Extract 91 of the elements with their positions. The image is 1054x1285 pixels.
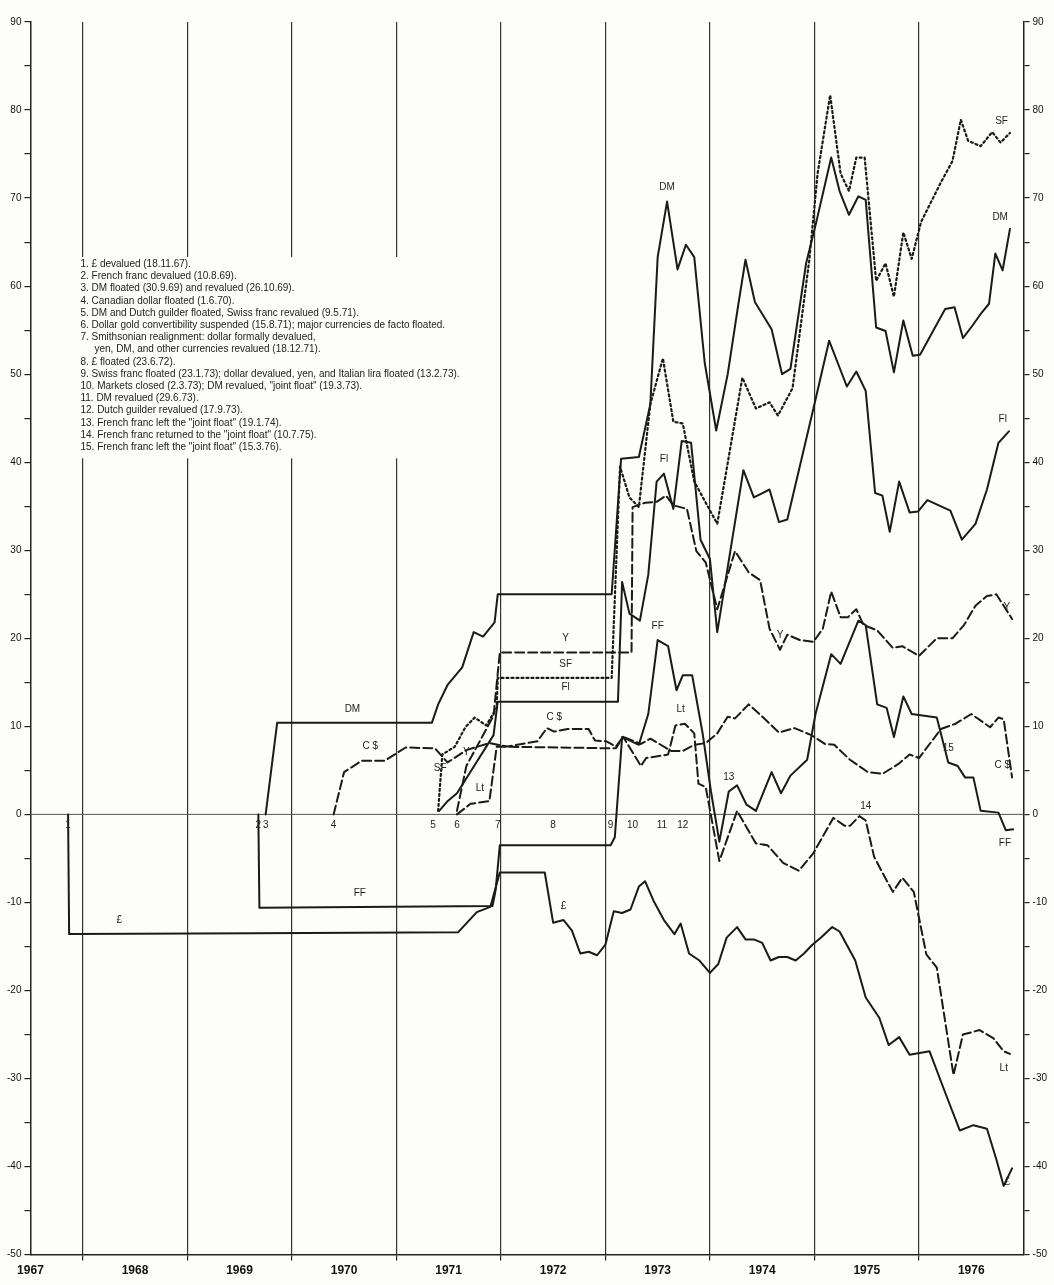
annotation: 2. French franc devalued (10.8.69). [80,270,237,282]
y2-tick-label: 60 [1032,279,1045,291]
x-tick-label: 1967 [17,1263,45,1278]
series-label: Lt [999,1061,1009,1073]
y-tick-label: 70 [10,191,22,203]
annotation: 5. DM and Dutch guilder floated, Swiss franc revalued (9.5.71). [80,306,359,318]
y2-tick-label: -50 [1032,1248,1048,1260]
x-tick-label: 1975 [853,1263,881,1278]
annotation: SF [559,657,573,669]
annotation: 12. Dutch guilder revalued (17.9.73). [80,404,243,416]
y-tick-label: 30 [10,544,22,556]
annotation: 7 [494,819,501,831]
y-tick-label: 50 [10,367,22,379]
annotation: £ [560,899,567,911]
x-tick-label: 1976 [957,1263,985,1278]
annotation: 12 [677,819,689,831]
annotation: 14 [860,800,872,812]
annotation: DM [344,702,361,714]
y-tick-label: 40 [10,455,22,467]
y-tick-label: -50 [7,1248,22,1260]
annotation: 11. DM revalued (29.6.73). [80,392,199,404]
annotation: Lt [676,703,686,715]
annotation: Lt [475,782,485,794]
annotation: 5 [430,819,437,831]
annotation: 4. Canadian dollar floated (1.6.70). [80,294,235,306]
series-label: SF [995,114,1008,126]
y-tick-label: -30 [7,1072,22,1084]
annotation: C $ [546,711,563,723]
x-tick-label: 1973 [644,1263,672,1278]
series-label: Fl [998,413,1007,425]
y2-tick-label: 70 [1032,191,1045,203]
annotation: 1. £ devalued (18.11.67). [80,258,191,269]
annotation: 8 [550,819,557,831]
annotation: 13 [723,771,735,783]
annotation: FF [651,619,664,631]
annotation: Y [562,632,570,644]
x-tick-label: 1974 [748,1263,776,1278]
x-tick-label: 1972 [539,1263,567,1278]
y2-tick-label: 40 [1032,455,1045,467]
y-tick-label: -40 [7,1160,22,1172]
annotation: 3. DM floated (30.9.69) and revalued (26.10.69). [80,282,295,294]
annotation: £ [116,913,123,925]
annotation: 4 [330,819,337,831]
series-label: Y [1003,600,1011,612]
annotation: 13. French franc left the "joint float" (19.1.74). [80,416,282,428]
annotation: 15. French franc left the "joint float" (15.3.76). [80,441,282,452]
y-tick-label: -20 [7,984,22,996]
y-tick-label: -10 [7,896,22,908]
annotation: 7. Smithsonian realignment: dollar formally devalued, yen, DM, and other currencies revalued (18.12.71). [80,331,321,355]
series-label: DM [992,210,1008,222]
annotation: 6. Dollar gold convertibility suspended (15.8.71); major currencies de facto floated. [80,319,446,330]
annotation: FF [353,886,366,898]
y2-tick-label: -10 [1032,896,1048,908]
y2-tick-label: 30 [1032,544,1045,556]
y-tick-label: 60 [10,279,22,291]
y2-tick-label: -30 [1032,1072,1048,1084]
x-tick-label: 1971 [435,1263,463,1278]
annotation: 9 [607,819,614,831]
y2-tick-label: 20 [1032,632,1045,644]
annotation: 9. Swiss franc floated (23.1.73); dollar devalued, yen, and Italian lira floated (13.2.73). [80,367,460,379]
annotation: 10. Markets closed (2.3.73); DM revalued, "joint float" (19.3.73). [80,380,363,391]
x-tick-label: 1968 [121,1263,149,1278]
y2-tick-label: 0 [1032,808,1039,820]
series-label: C $ [994,759,1011,771]
annotation: 8. £ floated (23.6.72). [80,355,176,367]
y2-tick-label: -40 [1032,1160,1048,1172]
annotation: 3 [262,819,269,831]
annotation: 10 [627,819,639,831]
y2-tick-label: 10 [1032,720,1045,732]
y-tick-label: 0 [15,808,22,820]
series-label: FF [998,837,1012,849]
y2-tick-label: 90 [1032,15,1045,27]
y-tick-label: 90 [10,15,22,27]
annotation: Fl [561,681,570,693]
annotation: 1 [65,819,72,831]
y-tick-label: 10 [10,720,22,732]
x-tick-label: 1969 [226,1263,254,1278]
annotation: Y [776,629,784,641]
annotation: 11 [656,819,668,831]
annotation: Fl [659,453,669,465]
y2-tick-label: 50 [1032,367,1045,379]
y-tick-label: 80 [10,103,22,115]
annotation: 2 [255,819,262,831]
annotation: DM [659,181,675,193]
annotation: 6 [454,819,461,831]
x-tick-label: 1970 [330,1263,358,1278]
y2-tick-label: -20 [1032,984,1048,996]
annotation: C $ [362,740,379,752]
annotation: 14. French franc returned to the "joint float" (10.7.75). [80,428,317,440]
y-tick-label: 20 [10,632,22,644]
y2-tick-label: 80 [1032,103,1045,115]
